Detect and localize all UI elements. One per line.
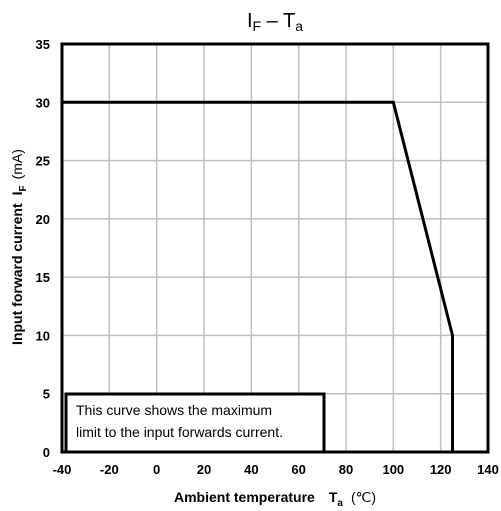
y-tick-label: 25 bbox=[36, 154, 50, 169]
plot-frame bbox=[60, 42, 490, 454]
x-tick-label: 20 bbox=[197, 462, 211, 477]
x-tick-label: 40 bbox=[244, 462, 258, 477]
y-tick-labels: 0 5 10 15 20 25 30 35 bbox=[36, 37, 50, 460]
y-tick-label: 5 bbox=[43, 387, 50, 402]
chart-title: IF – Ta bbox=[247, 10, 303, 34]
y-tick-label: 30 bbox=[36, 95, 50, 110]
annotation-line-1: This curve shows the maximum bbox=[76, 402, 272, 418]
x-tick-label: 140 bbox=[477, 462, 499, 477]
x-tick-label: 80 bbox=[339, 462, 353, 477]
y-tick-label: 35 bbox=[36, 37, 50, 52]
y-axis-label: Input forward currentIF(mA) bbox=[9, 149, 29, 345]
x-tick-label: 60 bbox=[291, 462, 305, 477]
x-axis-label: Ambient temperature Ta (℃) bbox=[174, 489, 376, 509]
y-tick-label: 0 bbox=[43, 445, 50, 460]
y-tick-label: 20 bbox=[36, 212, 50, 227]
derating-curve bbox=[62, 100, 454, 452]
y-tick-label: 15 bbox=[36, 270, 50, 285]
annotation-line-2: limit to the input forwards current. bbox=[76, 424, 283, 440]
y-tick-label: 10 bbox=[36, 328, 50, 343]
x-tick-label: -40 bbox=[53, 462, 72, 477]
x-tick-label: 120 bbox=[430, 462, 452, 477]
x-tick-label: 100 bbox=[382, 462, 404, 477]
x-tick-label: -20 bbox=[100, 462, 119, 477]
x-tick-label: 0 bbox=[153, 462, 160, 477]
series bbox=[62, 100, 454, 452]
grid-lines bbox=[61, 43, 489, 453]
annotation-box bbox=[64, 392, 326, 454]
x-tick-labels: -40 -20 0 20 40 60 80 100 120 140 bbox=[53, 462, 499, 477]
plot-border bbox=[60, 42, 490, 454]
